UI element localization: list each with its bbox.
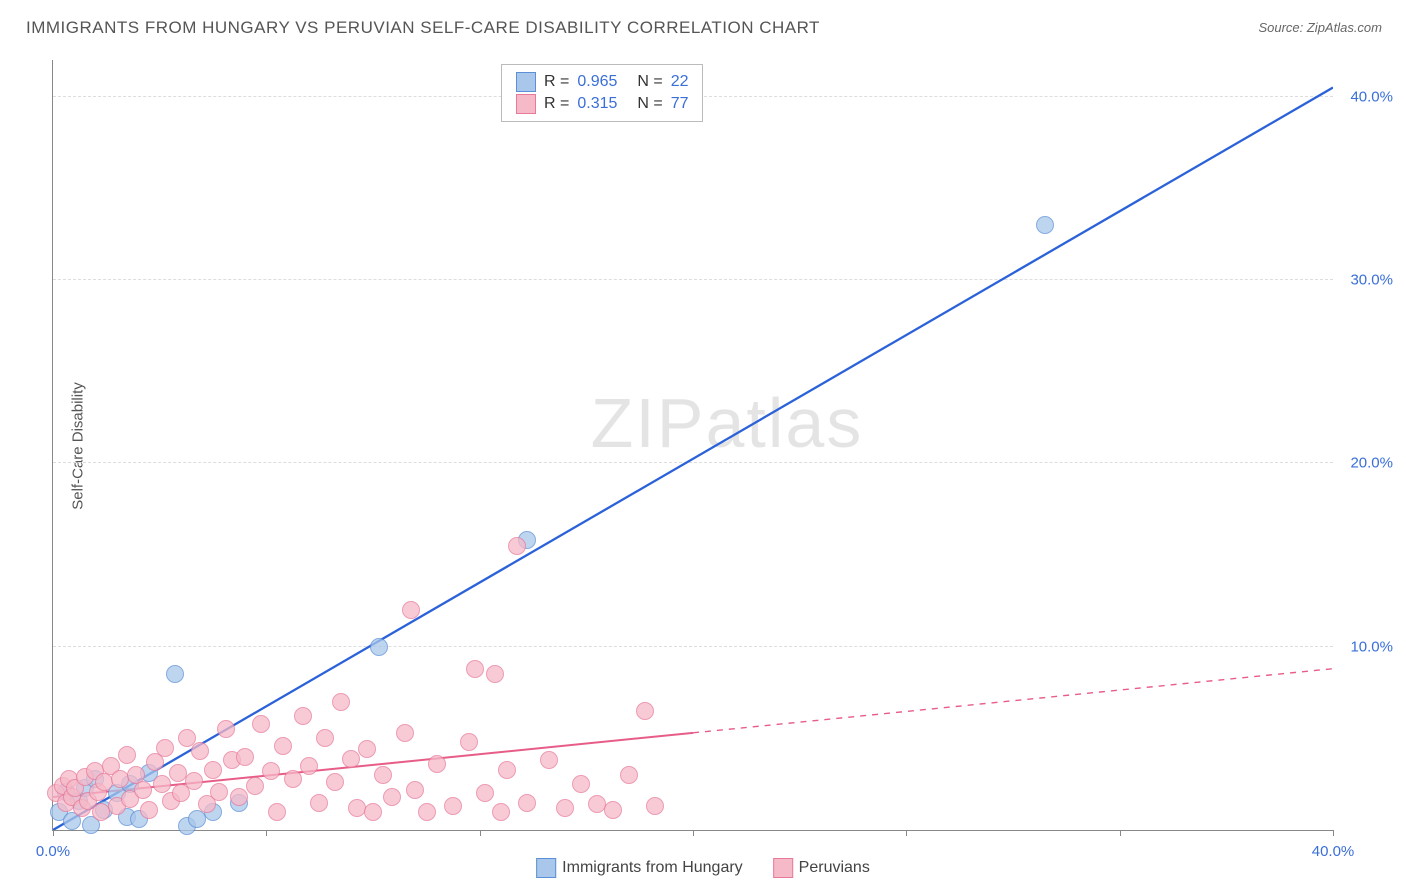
n-value: 77 xyxy=(671,93,689,115)
legend-label-peruvians: Peruvians xyxy=(799,859,870,876)
source-label: Source: ZipAtlas.com xyxy=(1258,20,1382,35)
r-value: 0.965 xyxy=(577,71,629,93)
data-point xyxy=(156,739,174,757)
data-point xyxy=(358,740,376,758)
data-point xyxy=(294,707,312,725)
x-tick xyxy=(53,830,54,836)
x-tick xyxy=(266,830,267,836)
data-point xyxy=(217,720,235,738)
legend-swatch-peruvians xyxy=(773,858,793,878)
data-point xyxy=(153,775,171,793)
data-point xyxy=(383,788,401,806)
r-label: R = xyxy=(544,71,569,93)
data-point xyxy=(185,772,203,790)
data-point xyxy=(1036,216,1054,234)
data-point xyxy=(274,737,292,755)
legend-label-hungary: Immigrants from Hungary xyxy=(562,859,743,876)
data-point xyxy=(326,773,344,791)
data-point xyxy=(518,794,536,812)
data-point xyxy=(262,762,280,780)
data-point xyxy=(572,775,590,793)
data-point xyxy=(556,799,574,817)
data-point xyxy=(230,788,248,806)
data-point xyxy=(316,729,334,747)
data-point xyxy=(236,748,254,766)
data-point xyxy=(620,766,638,784)
data-point xyxy=(268,803,286,821)
data-point xyxy=(364,803,382,821)
data-point xyxy=(370,638,388,656)
n-value: 22 xyxy=(671,71,689,93)
data-point xyxy=(342,750,360,768)
data-point xyxy=(466,660,484,678)
data-point xyxy=(498,761,516,779)
data-point xyxy=(406,781,424,799)
data-point xyxy=(166,665,184,683)
data-point xyxy=(418,803,436,821)
y-tick-label: 30.0% xyxy=(1350,272,1393,289)
legend-swatch-hungary xyxy=(536,858,556,878)
data-point xyxy=(540,751,558,769)
data-point xyxy=(284,770,302,788)
n-label: N = xyxy=(637,71,662,93)
data-point xyxy=(476,784,494,802)
x-tick xyxy=(693,830,694,836)
data-point xyxy=(118,746,136,764)
data-point xyxy=(140,801,158,819)
legend-swatch xyxy=(516,94,536,114)
n-label: N = xyxy=(637,93,662,115)
source-prefix: Source: xyxy=(1258,20,1306,35)
data-point xyxy=(348,799,366,817)
scatter-plot: 10.0%20.0%30.0%40.0%0.0%40.0%ZIPatlasR =… xyxy=(52,60,1333,831)
y-tick-label: 40.0% xyxy=(1350,88,1393,105)
y-tick-label: 20.0% xyxy=(1350,455,1393,472)
data-point xyxy=(204,761,222,779)
legend-stats-row: R = 0.315 N = 77 xyxy=(516,93,688,115)
data-point xyxy=(444,797,462,815)
legend-stats: R = 0.965 N = 22 R = 0.315 N = 77 xyxy=(501,64,703,122)
data-point xyxy=(374,766,392,784)
chart-title: IMMIGRANTS FROM HUNGARY VS PERUVIAN SELF… xyxy=(26,18,820,38)
data-point xyxy=(492,803,510,821)
data-point xyxy=(396,724,414,742)
data-point xyxy=(460,733,478,751)
data-point xyxy=(300,757,318,775)
legend-item-peruvians: Peruvians xyxy=(773,858,870,878)
x-tick-label: 0.0% xyxy=(36,843,70,860)
x-tick xyxy=(906,830,907,836)
trend-lines xyxy=(53,60,1333,830)
legend-bottom: Immigrants from Hungary Peruvians xyxy=(536,858,870,878)
data-point xyxy=(428,755,446,773)
data-point xyxy=(646,797,664,815)
x-tick xyxy=(1120,830,1121,836)
legend-item-hungary: Immigrants from Hungary xyxy=(536,858,743,878)
data-point xyxy=(246,777,264,795)
data-point xyxy=(191,742,209,760)
data-point xyxy=(310,794,328,812)
x-tick xyxy=(1333,830,1334,836)
data-point xyxy=(636,702,654,720)
data-point xyxy=(508,537,526,555)
data-point xyxy=(604,801,622,819)
x-tick-label: 40.0% xyxy=(1312,843,1355,860)
data-point xyxy=(134,781,152,799)
source-name: ZipAtlas.com xyxy=(1307,20,1382,35)
data-point xyxy=(402,601,420,619)
data-point xyxy=(210,783,228,801)
legend-stats-row: R = 0.965 N = 22 xyxy=(516,71,688,93)
y-tick-label: 10.0% xyxy=(1350,638,1393,655)
r-value: 0.315 xyxy=(577,93,629,115)
data-point xyxy=(252,715,270,733)
data-point xyxy=(332,693,350,711)
data-point xyxy=(486,665,504,683)
legend-swatch xyxy=(516,72,536,92)
x-tick xyxy=(480,830,481,836)
r-label: R = xyxy=(544,93,569,115)
